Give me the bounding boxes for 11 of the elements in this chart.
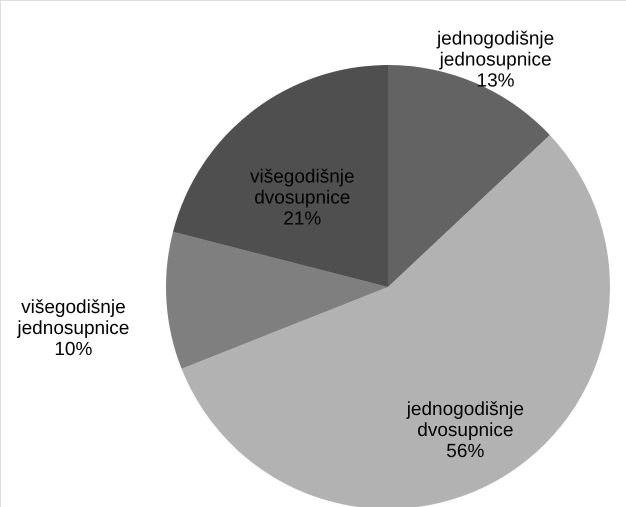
data-label: 13% xyxy=(476,70,515,92)
data-label: 10% xyxy=(54,338,92,360)
data-label: 21% xyxy=(283,208,322,230)
pie-slice xyxy=(172,65,388,287)
pie-slice xyxy=(166,232,388,369)
pie-slice xyxy=(182,135,610,507)
slice-label: višegodišnje jednosupnice xyxy=(16,296,130,339)
data-label: 56% xyxy=(446,440,484,462)
slice-label: jednogodišnje dvosupnice xyxy=(406,398,524,441)
slice-label: višegodišnje dvosupnice xyxy=(250,166,355,208)
slice-label: jednogodišnje jednosupnice xyxy=(436,28,554,70)
